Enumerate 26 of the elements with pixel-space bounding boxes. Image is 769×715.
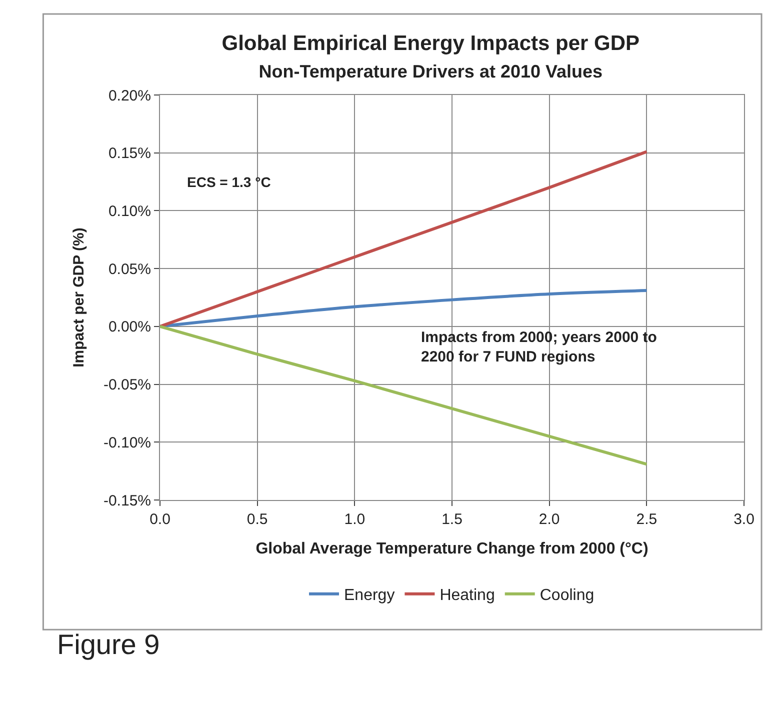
legend-label: Energy — [344, 587, 395, 604]
y-tick-label: -0.15% — [103, 492, 151, 510]
y-tick-label: 0.10% — [108, 202, 151, 220]
x-tick-label: 2.0 — [538, 511, 560, 528]
annotation: ECS = 1.3 °C — [187, 174, 271, 190]
line-series — [160, 150, 648, 328]
x-tick-label: 0.0 — [150, 511, 170, 528]
chart-subtitle: Non-Temperature Drivers at 2010 Values — [258, 61, 603, 82]
x-axis-title: Global Average Temperature Change from 2000 (°C) — [256, 540, 648, 558]
y-tick-label: 0.20% — [108, 87, 151, 104]
chart-title: Global Empirical Energy Impacts per GDP — [222, 32, 640, 56]
x-tick-label: 1.0 — [344, 511, 366, 528]
legend-label: Cooling — [540, 587, 594, 604]
x-tick-label: 0.5 — [246, 511, 268, 528]
y-tick-label: -0.05% — [103, 376, 151, 394]
annotation: Impacts from 2000; years 2000 to 2200 for 7 FUND regions — [421, 329, 657, 366]
x-tick-label: 1.5 — [442, 511, 462, 528]
legend-label: Heating — [440, 587, 495, 604]
y-tick-label: 0.00% — [108, 318, 151, 336]
x-tick-label: 2.5 — [636, 511, 658, 528]
x-tick-label: 3.0 — [734, 511, 754, 528]
caption: Figure 9 — [57, 629, 160, 660]
y-tick-label: 0.05% — [108, 260, 151, 278]
y-axis-title: Impact per GDP (%) — [70, 228, 88, 368]
y-tick-label: 0.15% — [108, 145, 151, 162]
y-tick-label: -0.10% — [103, 434, 151, 452]
